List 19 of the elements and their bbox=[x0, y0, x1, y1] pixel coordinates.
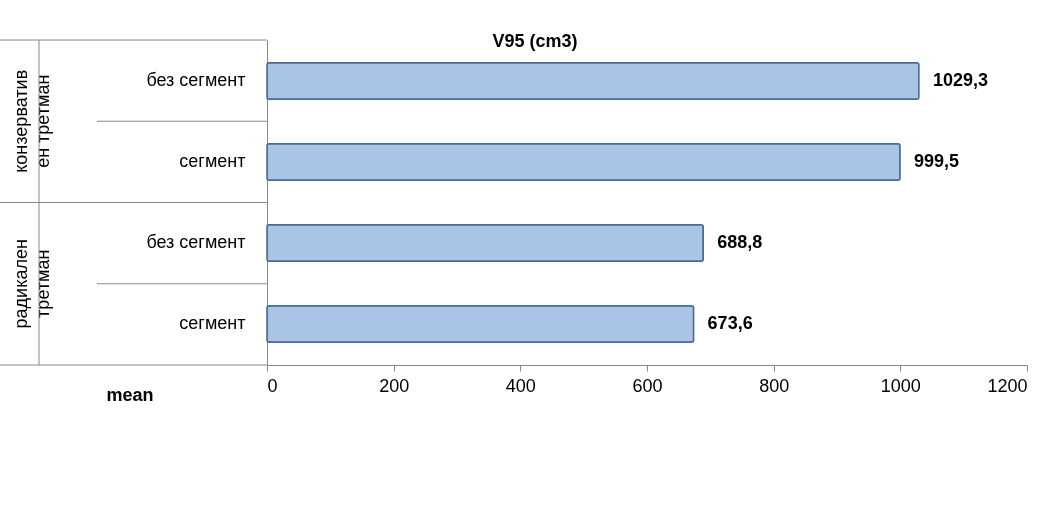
text: радикален третман bbox=[11, 239, 53, 329]
x-tick-label: 200 bbox=[379, 375, 410, 396]
y-tick-label: без сегмент bbox=[146, 232, 246, 253]
chart-title: V95 (cm3) bbox=[492, 31, 578, 51]
x-tick-label: 1000 bbox=[880, 375, 921, 396]
x-tick-label: 800 bbox=[759, 375, 790, 396]
data-label: 688,8 bbox=[717, 232, 763, 253]
y-tick-label: без сегмент bbox=[146, 69, 246, 90]
x-axis-title: mean bbox=[106, 385, 154, 405]
y-tick-label: сегмент bbox=[179, 313, 246, 334]
y-tick-label: сегмент bbox=[179, 150, 246, 171]
data-label: 673,6 bbox=[707, 313, 753, 334]
x-tick-label: 600 bbox=[632, 375, 663, 396]
text: конзерватив ен третман bbox=[11, 69, 53, 173]
x-tick-label: 400 bbox=[505, 375, 536, 396]
data-label: 999,5 bbox=[914, 150, 960, 171]
x-tick-label: 0 bbox=[267, 375, 278, 396]
data-label: 1029,3 bbox=[932, 69, 988, 90]
x-tick-label: 1200 bbox=[987, 375, 1028, 396]
